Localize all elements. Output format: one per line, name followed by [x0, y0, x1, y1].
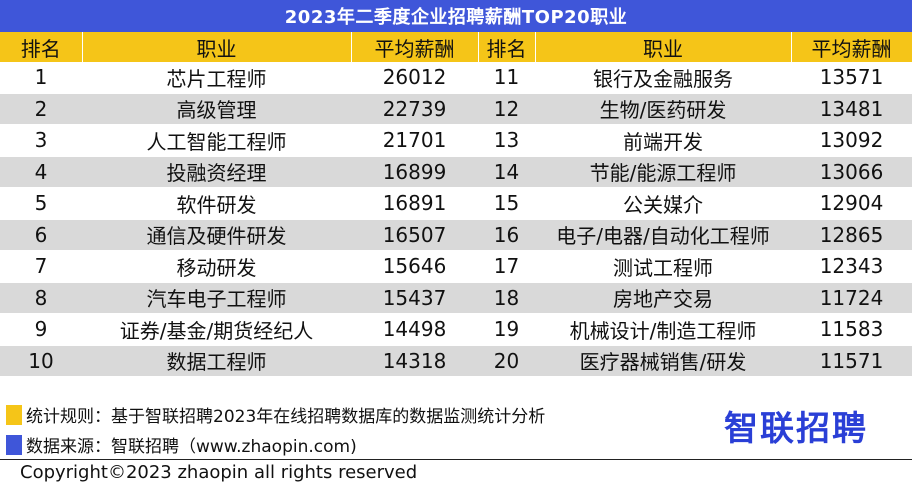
table-row: 8 汽车电子工程师 15437 18 房地产交易 11724 — [0, 282, 912, 314]
occupation-cell: 投融资经理 — [82, 156, 351, 188]
rule-text: 统计规则：基于智联招聘2023年在线招聘数据库的数据监测统计分析 — [26, 407, 546, 427]
rank-cell: 8 — [0, 282, 82, 314]
occupation-cell: 节能/能源工程师 — [535, 156, 791, 188]
salary-cell: 22739 — [351, 93, 478, 125]
rank-cell: 1 — [0, 62, 82, 94]
table-row: 7 移动研发 15646 17 测试工程师 12343 — [0, 250, 912, 283]
rank-cell: 2 — [0, 93, 82, 125]
yellow-marker — [6, 404, 22, 425]
salary-cell: 12343 — [791, 250, 912, 283]
salary-cell: 11583 — [791, 313, 912, 346]
occupation-cell: 公关媒介 — [535, 187, 791, 220]
occupation-cell: 电子/电器/自动化工程师 — [535, 219, 791, 251]
rank-cell: 13 — [478, 124, 535, 157]
occupation-cell: 通信及硬件研发 — [82, 219, 351, 251]
table-row: 1 芯片工程师 26012 11 银行及金融服务 13571 — [0, 62, 912, 94]
salary-cell: 15437 — [351, 282, 478, 314]
salary-cell: 14498 — [351, 313, 478, 346]
rank-cell: 4 — [0, 156, 82, 188]
rank-cell: 7 — [0, 250, 82, 283]
column-header-rank: 排名 — [0, 32, 83, 62]
salary-cell: 16891 — [351, 187, 478, 220]
salary-cell: 12904 — [791, 187, 912, 220]
column-header-rank: 排名 — [478, 32, 536, 62]
table-row: 3 人工智能工程师 21701 13 前端开发 13092 — [0, 124, 912, 157]
rank-cell: 12 — [478, 93, 535, 125]
rule-note: 统计规则：基于智联招聘2023年在线招聘数据库的数据监测统计分析 — [6, 402, 545, 427]
salary-cell: 16507 — [351, 219, 478, 251]
column-header-occupation: 职业 — [535, 32, 792, 62]
table-row: 2 高级管理 22739 12 生物/医药研发 13481 — [0, 93, 912, 125]
rank-cell: 6 — [0, 219, 82, 251]
column-header-salary: 平均薪酬 — [791, 32, 912, 62]
footnotes: 统计规则：基于智联招聘2023年在线招聘数据库的数据监测统计分析 数据来源：智联… — [0, 398, 912, 460]
rank-cell: 19 — [478, 313, 535, 346]
salary-cell: 13481 — [791, 93, 912, 125]
table-row: 5 软件研发 16891 15 公关媒介 12904 — [0, 187, 912, 220]
rank-cell: 18 — [478, 282, 535, 314]
occupation-cell: 医疗器械销售/研发 — [535, 345, 791, 377]
table-header-row: 排名 职业 平均薪酬 排名 职业 平均薪酬 — [0, 32, 912, 62]
occupation-cell: 前端开发 — [535, 124, 791, 157]
salary-cell: 11724 — [791, 282, 912, 314]
occupation-cell: 测试工程师 — [535, 250, 791, 283]
rank-cell: 15 — [478, 187, 535, 220]
rank-cell: 14 — [478, 156, 535, 188]
table-row: 4 投融资经理 16899 14 节能/能源工程师 13066 — [0, 156, 912, 188]
salary-cell: 13092 — [791, 124, 912, 157]
source-text: 数据来源：智联招聘（www.zhaopin.com) — [26, 437, 357, 457]
divider — [0, 459, 912, 460]
rank-cell: 5 — [0, 187, 82, 220]
salary-cell: 13571 — [791, 62, 912, 94]
salary-cell: 26012 — [351, 62, 478, 94]
table-row: 10 数据工程师 14318 20 医疗器械销售/研发 11571 — [0, 345, 912, 377]
salary-cell: 12865 — [791, 219, 912, 251]
zhaopin-logo: 智联招聘 — [724, 409, 868, 449]
rank-cell: 16 — [478, 219, 535, 251]
occupation-cell: 移动研发 — [82, 250, 351, 283]
occupation-cell: 人工智能工程师 — [82, 124, 351, 157]
occupation-cell: 数据工程师 — [82, 345, 351, 377]
occupation-cell: 软件研发 — [82, 187, 351, 220]
table-title: 2023年二季度企业招聘薪酬TOP20职业 — [0, 0, 912, 32]
occupation-cell: 机械设计/制造工程师 — [535, 313, 791, 346]
occupation-cell: 银行及金融服务 — [535, 62, 791, 94]
source-note: 数据来源：智联招聘（www.zhaopin.com) — [6, 432, 357, 457]
occupation-cell: 汽车电子工程师 — [82, 282, 351, 314]
column-header-salary: 平均薪酬 — [351, 32, 479, 62]
rank-cell: 20 — [478, 345, 535, 377]
rank-cell: 11 — [478, 62, 535, 94]
column-header-occupation: 职业 — [82, 32, 352, 62]
occupation-cell: 证券/基金/期货经纪人 — [82, 313, 351, 346]
rank-cell: 9 — [0, 313, 82, 346]
salary-table: 排名 职业 平均薪酬 排名 职业 平均薪酬 1 芯片工程师 26012 11 银行及金融… — [0, 32, 912, 377]
occupation-cell: 房地产交易 — [535, 282, 791, 314]
salary-cell: 11571 — [791, 345, 912, 377]
table-row: 9 证券/基金/期货经纪人 14498 19 机械设计/制造工程师 11583 — [0, 313, 912, 346]
salary-cell: 15646 — [351, 250, 478, 283]
rank-cell: 3 — [0, 124, 82, 157]
salary-cell: 13066 — [791, 156, 912, 188]
salary-cell: 14318 — [351, 345, 478, 377]
occupation-cell: 生物/医药研发 — [535, 93, 791, 125]
salary-cell: 21701 — [351, 124, 478, 157]
occupation-cell: 高级管理 — [82, 93, 351, 125]
blue-marker — [6, 434, 22, 455]
salary-cell: 16899 — [351, 156, 478, 188]
copyright-text: Copyright©2023 zhaopin all rights reserv… — [20, 462, 418, 483]
rank-cell: 17 — [478, 250, 535, 283]
rank-cell: 10 — [0, 345, 82, 377]
table-row: 6 通信及硬件研发 16507 16 电子/电器/自动化工程师 12865 — [0, 219, 912, 251]
occupation-cell: 芯片工程师 — [82, 62, 351, 94]
